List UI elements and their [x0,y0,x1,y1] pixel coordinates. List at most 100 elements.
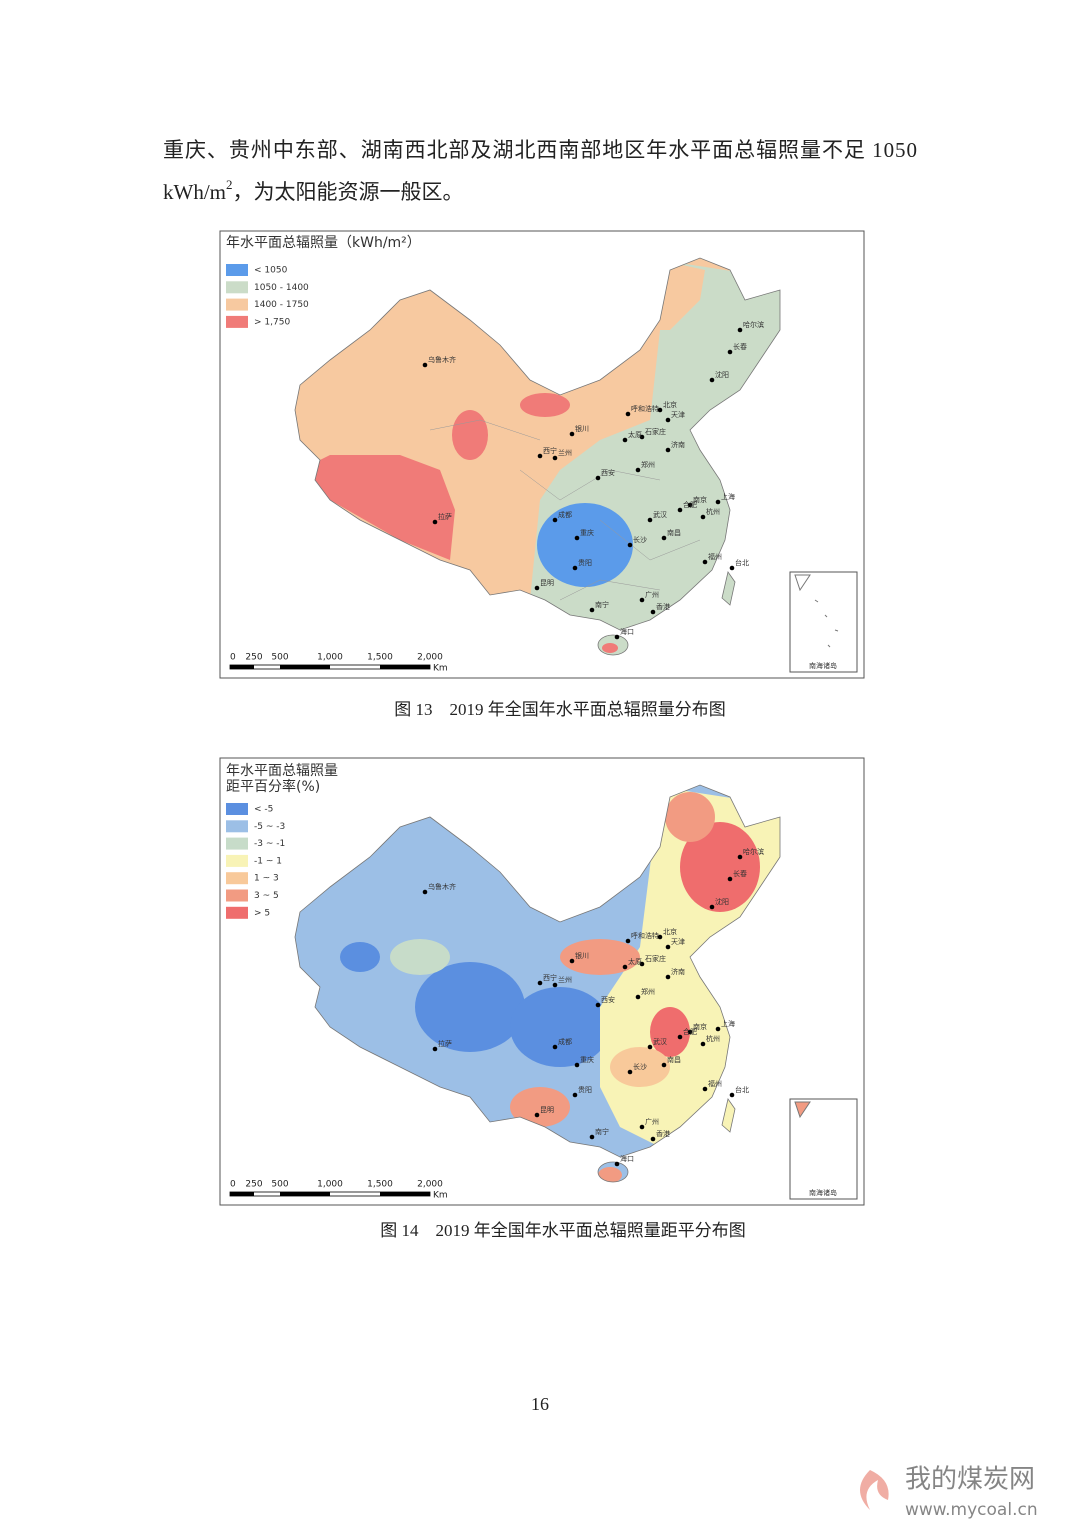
scale-seg [280,665,330,669]
city-dot [702,559,708,565]
city-dot [715,499,721,505]
legend-label: > 1,750 [254,317,290,327]
city-label: 石家庄 [645,427,666,436]
legend-swatch [226,264,248,276]
city-label: 银川 [575,951,589,960]
city-dot [727,349,733,355]
legend-swatch [226,889,248,902]
city-label: 长沙 [633,535,647,544]
city-label: 台北 [735,1085,749,1094]
city-label: 哈尔滨 [743,320,764,329]
city-label: 太原 [628,430,642,439]
scale-unit: Km [433,1191,448,1201]
city-dot [574,535,580,541]
city-dot [432,1046,438,1052]
city-dot [687,502,693,508]
city-dot [552,1044,558,1050]
city-dot [635,994,641,1000]
city-dot [614,1161,620,1167]
city-label: 上海 [721,492,735,501]
city-dot [622,437,628,443]
city-label: 合肥 [683,500,697,509]
watermark: 我的煤炭网 www.mycoal.cn [860,1465,1038,1520]
city-dot [422,889,428,895]
city-dot [661,1062,667,1068]
city-dot [639,434,645,440]
city-label: 长春 [733,869,747,878]
city-dot [737,327,743,333]
paragraph-line: 重庆、贵州中东部、湖南西北部及湖北西南部地区年水平面总辐照量不足 1050 [163,138,917,162]
city-dot [569,958,575,964]
city-dot [569,431,575,437]
city-dot [650,1136,656,1142]
city-dot [572,1092,578,1098]
city-label: 北京 [663,927,677,936]
city-dot [709,904,715,910]
scale-label: 0 [230,653,236,663]
city-dot [534,1112,540,1118]
city-dot [422,362,428,368]
city-label: 杭州 [706,1034,720,1043]
city-label: 海口 [620,627,634,636]
city-label: 呼和浩特 [631,404,659,413]
city-label: 成都 [558,510,572,519]
scale-unit: Km [433,664,448,674]
city-dot [614,634,620,640]
legend-label: -5 ~ -3 [254,822,285,832]
city-label: 福州 [708,552,722,561]
scale-label: 1,500 [367,653,393,663]
city-dot [639,961,645,967]
city-dot [657,407,663,413]
city-dot [552,455,558,461]
city-label: 拉萨 [438,512,452,521]
legend-label: 3 ~ 5 [254,891,279,901]
city-dot [702,1086,708,1092]
city-label: 香港 [656,1129,670,1138]
caption: 图 13 2019 年全国年水平面总辐照量分布图 [394,700,726,719]
legend-label: 1400 - 1750 [254,300,309,310]
city-dot [622,964,628,970]
city-dot [715,1026,721,1032]
city-label: 重庆 [580,1055,594,1064]
city-label: 太原 [628,957,642,966]
legend-label: 1050 - 1400 [254,283,309,293]
text: ，为太阳能资源一般区。 [233,180,464,204]
city-dot [635,467,641,473]
city-label: 天津 [671,938,685,946]
city-label: 哈尔滨 [743,847,764,856]
scale-label: 1,000 [317,1180,343,1190]
city-label: 台北 [735,558,749,567]
city-dot [537,453,543,459]
city-label: 长沙 [633,1062,647,1071]
watermark-name: 我的煤炭网 [905,1465,1035,1495]
legend-swatch [226,820,248,833]
legend-swatch [226,854,248,867]
legend-label: < -5 [254,805,273,815]
city-label: 成都 [558,1037,572,1046]
scale-seg [380,665,430,669]
city-label: 石家庄 [645,954,666,963]
inset-label: 南海诸岛 [809,1188,837,1197]
city-label: 呼和浩特 [631,931,659,940]
city-label: 杭州 [706,507,720,516]
scale-label: 250 [245,1180,262,1190]
city-label: 重庆 [580,528,594,537]
city-dot [661,535,667,541]
city-dot [572,565,578,571]
text: kWh/m [163,180,226,204]
scale-label: 1,000 [317,653,343,663]
city-label: 北京 [663,400,677,409]
city-label: 福州 [708,1079,722,1088]
scale-label: 0 [230,1180,236,1190]
city-dot [639,1124,645,1130]
city-dot [625,938,631,944]
city-dot [665,974,671,980]
city-label: 南昌 [667,528,681,537]
city-dot [657,934,663,940]
city-label: 南京 [693,495,707,504]
legend-swatch [226,315,248,328]
scale-seg [230,1192,254,1196]
city-label: 西宁 [543,973,557,982]
